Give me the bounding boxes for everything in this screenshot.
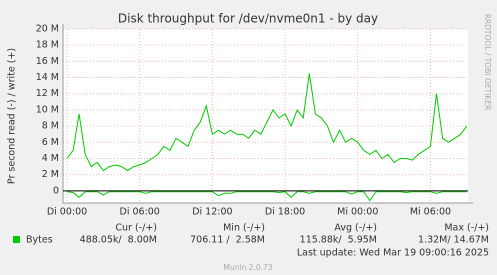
y-tick-label: 8 M	[42, 121, 59, 132]
series-line	[66, 191, 467, 202]
y-tick-label: 4 M	[42, 153, 59, 164]
legend-label: Bytes	[26, 235, 53, 246]
legend-value: 706.11 / 2.58M	[190, 235, 265, 246]
x-tick-label: Di 18:00	[265, 207, 305, 218]
y-tick-label: 2 M	[42, 169, 59, 180]
x-tick-label: Di 00:00	[47, 207, 87, 218]
legend-header: Avg (-/+)	[334, 223, 377, 234]
y-tick-label: 0	[53, 185, 59, 196]
x-tick-label: Mi 06:00	[410, 207, 451, 218]
y-tick-label: 14 M	[36, 72, 59, 83]
legend-value: 488.05k/ 8.00M	[80, 235, 157, 246]
y-tick-label: 20 M	[36, 24, 59, 35]
series-line	[66, 73, 468, 172]
y-tick-label: 10 M	[36, 104, 59, 115]
legend-value: 115.88k/ 5.95M	[300, 235, 377, 246]
legend-swatch	[13, 236, 20, 243]
footer: Munin 2.0.73	[223, 263, 272, 272]
legend-value: 1.32M/ 14.67M	[418, 235, 489, 246]
legend-header: Cur (-/+)	[115, 223, 157, 234]
x-tick-label: Mi 00:00	[337, 207, 378, 218]
y-tick-label: 12 M	[36, 88, 59, 99]
y-tick-label: 18 M	[36, 40, 59, 51]
y-axis-label: Pr second read (-) / write (+)	[7, 48, 18, 184]
y-tick-label: 6 M	[42, 137, 59, 148]
last-update: Last update: Wed Mar 19 09:00:16 2025	[297, 248, 489, 259]
legend-header: Min (-/+)	[223, 223, 265, 234]
y-tick-label: 16 M	[36, 56, 59, 67]
plot-area	[63, 29, 468, 203]
x-tick-label: Di 06:00	[120, 207, 160, 218]
legend-header: Max (-/+)	[444, 223, 489, 234]
x-tick-label: Di 12:00	[192, 207, 232, 218]
chart-title: Disk throughput for /dev/nvme0n1 - by da…	[118, 12, 378, 26]
watermark: RRDTOOL / TOBI OETIKER	[483, 14, 492, 111]
